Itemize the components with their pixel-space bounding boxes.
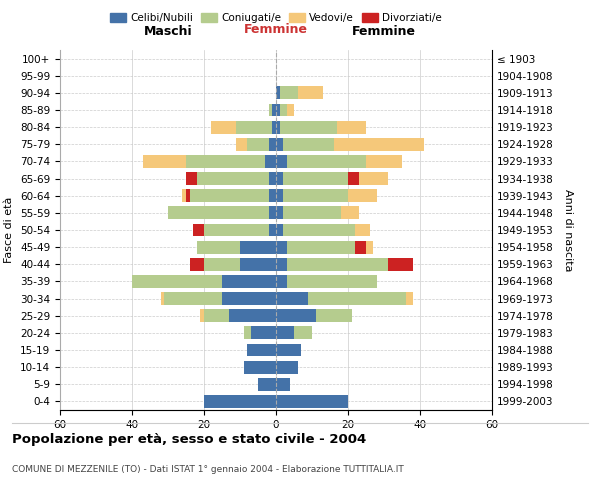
Bar [197,240,240,254]
Bar [276,86,280,100]
Bar [276,258,287,270]
Bar [348,172,359,185]
Bar [132,275,222,288]
Bar [247,138,269,150]
Bar [204,395,276,408]
Bar [211,120,236,134]
Bar [272,104,276,117]
Bar [269,190,276,202]
Bar [161,292,164,305]
Text: Femmine: Femmine [244,22,308,36]
Bar [294,326,312,340]
Bar [276,275,287,288]
Legend: Celibi/Nubili, Coniugati/e, Vedovi/e, Divorziati/e: Celibi/Nubili, Coniugati/e, Vedovi/e, Di… [106,8,446,27]
Bar [276,378,290,390]
Bar [182,190,186,202]
Bar [190,190,269,202]
Bar [276,104,280,117]
Bar [204,224,269,236]
Bar [168,206,269,220]
Bar [283,224,355,236]
Bar [283,190,348,202]
Bar [287,155,366,168]
Bar [276,206,283,220]
Bar [193,224,204,236]
Bar [244,326,251,340]
Bar [276,190,283,202]
Bar [334,138,424,150]
Bar [348,190,377,202]
Bar [280,86,298,100]
Bar [406,292,413,305]
Bar [190,258,204,270]
Bar [186,172,197,185]
Bar [308,292,406,305]
Bar [164,292,222,305]
Bar [236,138,247,150]
Bar [269,138,276,150]
Bar [276,292,308,305]
Bar [276,326,294,340]
Bar [276,310,316,322]
Bar [287,258,388,270]
Bar [229,310,276,322]
Bar [341,206,359,220]
Bar [276,240,287,254]
Bar [359,172,388,185]
Bar [240,258,276,270]
Bar [143,155,186,168]
Bar [276,395,348,408]
Bar [283,138,334,150]
Bar [258,378,276,390]
Bar [222,292,276,305]
Bar [200,310,204,322]
Bar [186,190,190,202]
Bar [283,206,341,220]
Bar [197,172,269,185]
Bar [251,326,276,340]
Bar [272,120,276,134]
Bar [276,172,283,185]
Bar [204,258,240,270]
Bar [265,155,276,168]
Bar [244,360,276,374]
Text: Femmine: Femmine [352,25,416,38]
Bar [287,104,294,117]
Bar [355,240,366,254]
Bar [287,275,377,288]
Bar [204,310,229,322]
Bar [186,155,265,168]
Bar [269,224,276,236]
Bar [222,275,276,288]
Bar [269,172,276,185]
Bar [276,155,287,168]
Text: Popolazione per età, sesso e stato civile - 2004: Popolazione per età, sesso e stato civil… [12,432,366,446]
Bar [247,344,276,356]
Text: COMUNE DI MEZZENILE (TO) - Dati ISTAT 1° gennaio 2004 - Elaborazione TUTTITALIA.: COMUNE DI MEZZENILE (TO) - Dati ISTAT 1°… [12,465,404,474]
Bar [388,258,413,270]
Bar [269,206,276,220]
Bar [236,120,272,134]
Bar [240,240,276,254]
Bar [337,120,366,134]
Bar [366,155,402,168]
Bar [276,360,298,374]
Bar [276,138,283,150]
Bar [280,120,337,134]
Bar [276,344,301,356]
Bar [283,172,348,185]
Bar [298,86,323,100]
Bar [280,104,287,117]
Bar [355,224,370,236]
Bar [287,240,355,254]
Y-axis label: Anni di nascita: Anni di nascita [563,188,573,271]
Bar [276,120,280,134]
Text: Maschi: Maschi [143,25,193,38]
Bar [276,224,283,236]
Bar [366,240,373,254]
Bar [316,310,352,322]
Y-axis label: Fasce di età: Fasce di età [4,197,14,263]
Bar [269,104,272,117]
